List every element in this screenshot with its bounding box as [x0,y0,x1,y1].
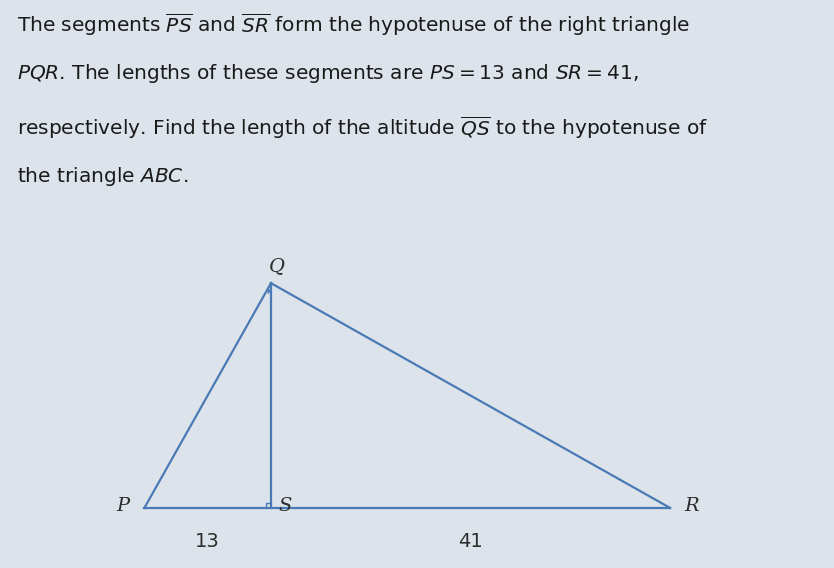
Text: P: P [117,497,130,515]
Text: S: S [279,497,292,515]
Text: 13: 13 [195,532,220,552]
Text: $PQR$. The lengths of these segments are $PS = 13$ and $SR = 41$,: $PQR$. The lengths of these segments are… [17,62,638,85]
Text: The segments $\overline{PS}$ and $\overline{SR}$ form the hypotenuse of the righ: The segments $\overline{PS}$ and $\overl… [17,11,690,39]
Text: 41: 41 [458,532,483,552]
Text: Q: Q [269,257,284,275]
Text: R: R [685,497,700,515]
Text: respectively. Find the length of the altitude $\overline{QS}$ to the hypotenuse : respectively. Find the length of the alt… [17,114,708,141]
Text: the triangle $ABC$.: the triangle $ABC$. [17,165,188,187]
